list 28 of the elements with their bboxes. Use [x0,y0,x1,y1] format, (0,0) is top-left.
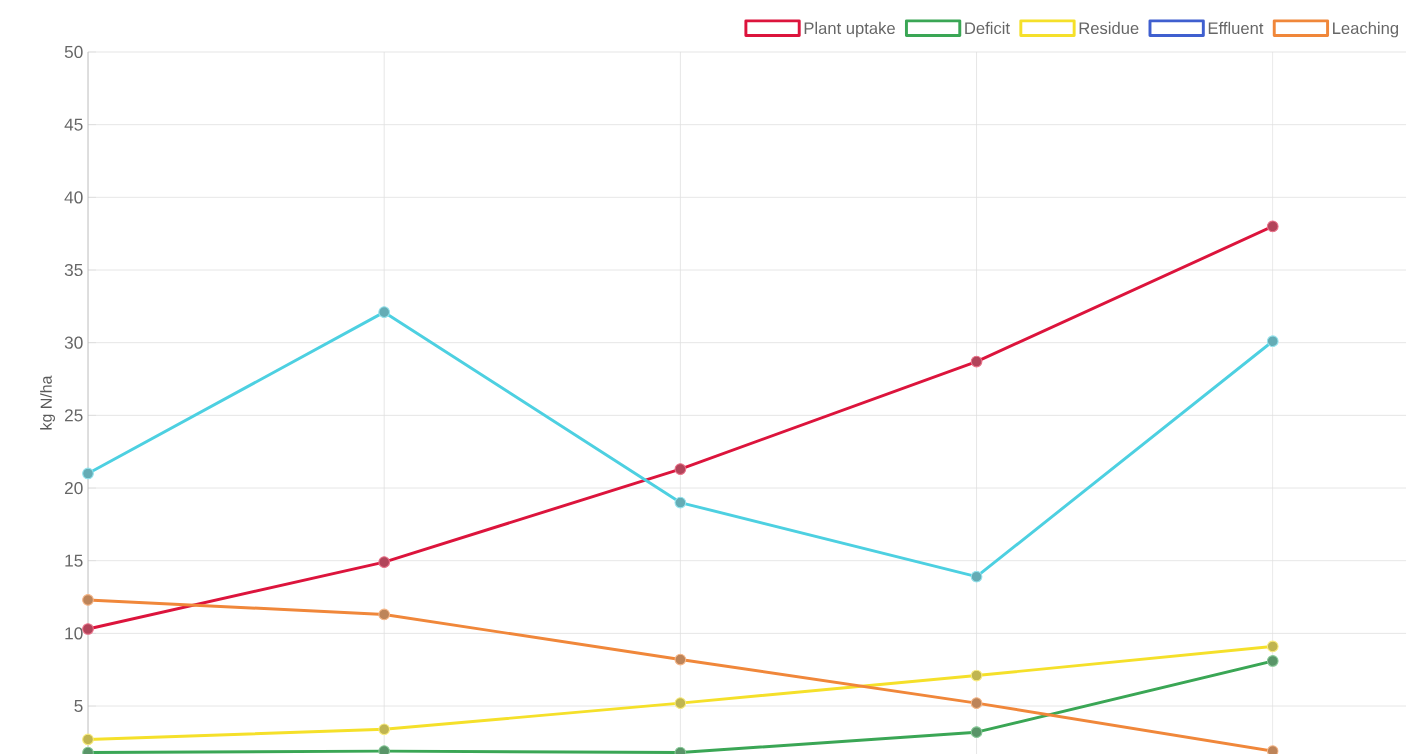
y-tick-label: 30 [64,336,83,349]
point [970,726,983,739]
point [674,496,687,509]
point [1266,220,1279,233]
point [970,355,983,368]
point [378,306,391,319]
y-axis-title: kg N/ha [40,375,55,430]
legend-label: Plant uptake [804,21,895,38]
y-tick-label: 10 [65,627,83,640]
y-tick-label: 5 [74,700,83,713]
legend-label: Deficit [965,21,1010,35]
point [378,556,391,569]
point [970,570,983,583]
point [82,623,94,635]
point [1266,655,1279,667]
y-tick-label: 20 [64,481,83,495]
y-tick-label: 25 [64,409,83,422]
y-tick-label: 40 [64,191,83,204]
point [1266,335,1279,348]
y-tick-label: 50 [64,45,83,59]
y-tick-label: 15 [65,554,83,567]
point [674,463,687,475]
legend-label: Residue [1079,21,1139,35]
y-tick-label: 35 [64,263,83,277]
legend-label: Effluent [1208,21,1264,35]
y-tick-label: 45 [64,118,83,131]
point [82,467,94,480]
legend-label: Leaching [1333,21,1399,38]
